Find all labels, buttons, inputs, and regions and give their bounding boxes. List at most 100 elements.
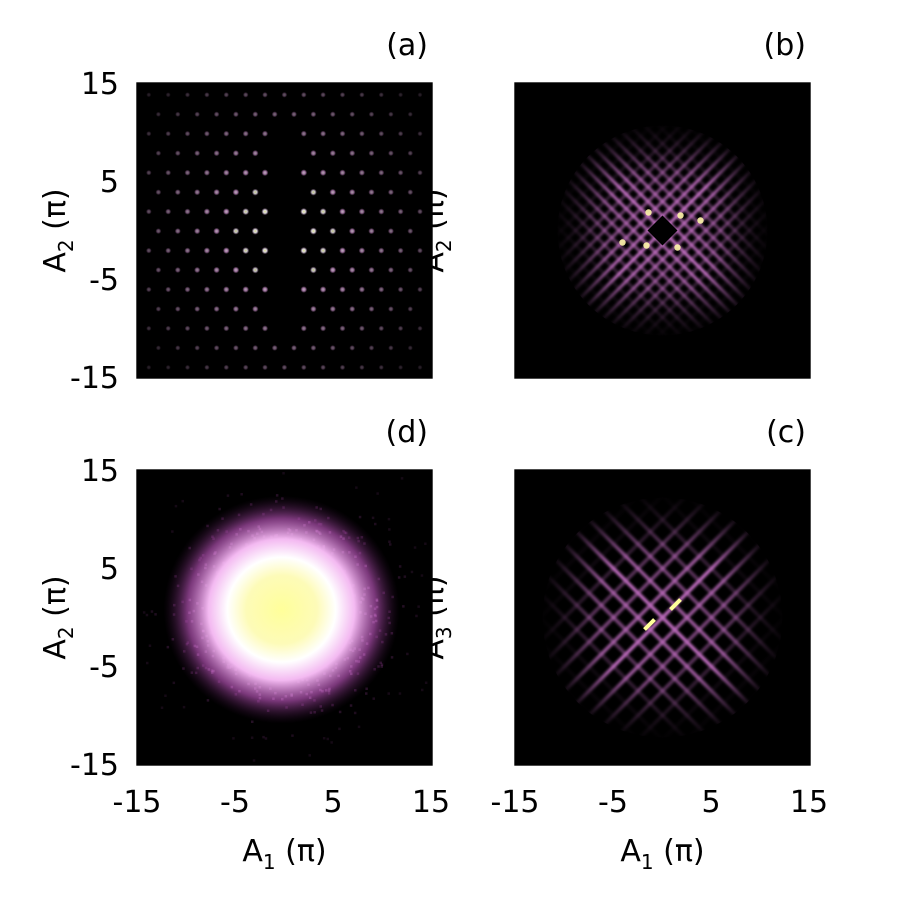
lattice-dot	[184, 325, 191, 332]
cloud-speck	[164, 694, 167, 697]
lattice-dot	[184, 169, 191, 176]
lattice-dot	[349, 150, 356, 157]
cloud-speck	[387, 692, 390, 695]
lattice-dot	[223, 130, 230, 137]
cloud-speck	[406, 652, 409, 656]
lattice-dot	[329, 150, 336, 157]
lattice-dot	[378, 92, 384, 98]
lattice-dot	[242, 169, 249, 176]
cloud-speck	[388, 540, 391, 543]
lattice-dot	[358, 169, 365, 176]
lattice-dot	[213, 266, 220, 274]
cloud-speck	[262, 735, 265, 739]
lattice-dot	[368, 189, 375, 196]
lattice-dot	[339, 247, 346, 254]
cloud-speck	[403, 575, 407, 578]
lattice-dot	[417, 131, 423, 137]
cloud-speck	[413, 546, 417, 549]
x-axis-label: A1 (π)	[242, 834, 326, 874]
y-tick-label: 5	[100, 165, 119, 200]
cloud-speck	[417, 605, 420, 608]
cloud-speck	[338, 727, 341, 731]
lattice-dot	[242, 92, 249, 98]
panel-label: (b)	[764, 28, 806, 63]
cloud-speck	[374, 522, 377, 526]
cloud-speck	[420, 574, 424, 577]
x-tick-label: -5	[220, 785, 250, 820]
lattice-dot	[397, 208, 404, 215]
lattice-dot	[252, 305, 259, 313]
lattice-dot	[320, 92, 326, 98]
lattice-dot	[251, 227, 259, 235]
lattice-dot	[155, 111, 161, 117]
cloud-speck	[326, 737, 329, 741]
cloud-speck	[365, 692, 368, 695]
cloud-speck	[353, 711, 357, 715]
lattice-dot	[281, 364, 288, 371]
lattice-dot	[261, 247, 269, 255]
lattice-dot	[378, 286, 385, 293]
x-tick-label: -15	[113, 785, 162, 820]
cloud-speck	[123, 513, 126, 516]
lattice-dot	[359, 364, 365, 371]
lattice-dot	[309, 188, 317, 196]
lattice-dot	[398, 364, 404, 370]
lattice-dot	[146, 364, 152, 370]
lattice-dot	[387, 228, 394, 235]
lattice-dot	[407, 111, 413, 117]
y-tick-label: 5	[100, 552, 119, 587]
lattice-dot	[339, 169, 346, 176]
lattice-dot	[300, 130, 307, 137]
lattice-dot	[242, 364, 249, 371]
cloud-speck	[250, 427, 253, 430]
lattice-dot	[397, 131, 404, 137]
lattice-dot	[387, 189, 394, 196]
lattice-dot	[252, 344, 259, 351]
cloud-speck	[390, 656, 394, 659]
lattice-dot	[213, 188, 220, 196]
hot-streak	[669, 598, 682, 611]
cloud-speck	[206, 699, 210, 702]
lattice-dot	[204, 92, 210, 98]
cloud-speck	[181, 499, 184, 503]
panel-label: (a)	[386, 28, 428, 63]
plot-frame	[514, 82, 811, 379]
lattice-dot	[194, 111, 200, 118]
cloud-speck	[421, 688, 424, 692]
panel-b: (b) A2 (π)	[416, 28, 811, 379]
lattice-dot	[387, 267, 394, 273]
lattice-dot	[251, 188, 259, 196]
plot-background	[137, 83, 432, 378]
lattice-dot	[368, 266, 375, 274]
lattice-dot	[165, 208, 172, 215]
lattice-dot	[291, 111, 297, 118]
lattice-dot	[175, 111, 181, 117]
lattice-dot	[242, 286, 249, 293]
lattice-dot	[232, 188, 240, 196]
cloud-speck	[172, 681, 176, 685]
lattice-dot	[281, 92, 288, 98]
cloud-core	[163, 495, 400, 724]
lattice-dot	[339, 364, 346, 371]
lattice-dot	[184, 208, 191, 215]
lattice-dot	[407, 267, 414, 273]
lattice-dot	[300, 169, 308, 177]
lattice-dot	[146, 92, 152, 98]
x-axis-label: A1 (π)	[620, 834, 704, 874]
panel-label: (c)	[766, 415, 806, 450]
lattice-dot	[213, 150, 220, 157]
lattice-dot	[417, 286, 423, 293]
cloud-speck	[142, 611, 146, 614]
y-tick-label: -15	[70, 748, 119, 783]
lattice-dot	[146, 325, 152, 331]
lattice-dot	[174, 150, 181, 157]
lattice-dot	[174, 228, 181, 235]
lattice-dot	[194, 345, 200, 351]
lattice-dot	[339, 92, 346, 98]
lattice-dot	[300, 208, 308, 216]
hot-spot	[643, 242, 650, 249]
panel-label: (d)	[386, 415, 428, 450]
lattice-dot	[407, 306, 413, 312]
lattice-dot	[262, 364, 268, 371]
